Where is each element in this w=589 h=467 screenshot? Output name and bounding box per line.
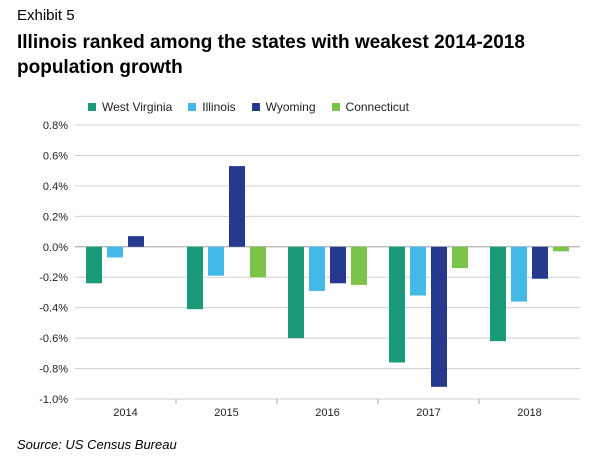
bar-connecticut-2015 [250, 246, 266, 278]
bar-west-virginia-2018 [490, 246, 506, 342]
x-tick-label: 2015 [214, 407, 238, 419]
x-tick-label: 2017 [416, 407, 440, 419]
legend-item-west-virginia: West Virginia [88, 100, 172, 114]
y-tick-label: 0.6% [43, 150, 68, 162]
legend-item-connecticut: Connecticut [331, 100, 409, 114]
bar-west-virginia-2016 [288, 246, 304, 339]
legend-swatch [88, 103, 96, 111]
bar-wyoming-2017 [431, 246, 447, 387]
legend-label: West Virginia [102, 100, 173, 114]
bar-wyoming-2015 [229, 166, 245, 247]
legend-label: Connecticut [345, 100, 409, 114]
legend-item-wyoming: Wyoming [251, 100, 316, 114]
bar-west-virginia-2014 [86, 246, 102, 284]
y-tick-label: 0.4% [43, 181, 68, 193]
bar-connecticut-2018 [553, 246, 569, 252]
exhibit-label: Exhibit 5 [17, 7, 75, 24]
y-tick-label: -0.4% [39, 303, 68, 315]
bar-west-virginia-2017 [389, 246, 405, 363]
x-tick-label: 2018 [517, 407, 541, 419]
x-tick-label: 2016 [315, 407, 339, 419]
x-tick-label: 2014 [113, 407, 137, 419]
legend-label: Wyoming [265, 100, 316, 114]
bar-illinois-2018 [511, 246, 527, 302]
bar-connecticut-2016 [351, 246, 367, 285]
y-tick-label: 0.2% [43, 211, 68, 223]
bar-wyoming-2016 [330, 246, 346, 284]
y-tick-label: 0.0% [43, 242, 68, 254]
y-tick-label: -0.2% [39, 272, 68, 284]
bar-illinois-2016 [309, 246, 325, 291]
y-tick-label: 0.8% [43, 120, 68, 132]
legend-item-illinois: Illinois [188, 100, 236, 114]
bar-illinois-2017 [410, 246, 426, 296]
bar-west-virginia-2015 [187, 246, 203, 310]
y-tick-label: -1.0% [39, 394, 68, 406]
chart-title: Illinois ranked among the states with we… [17, 32, 525, 78]
legend-swatch [251, 103, 260, 111]
bar-wyoming-2018 [532, 246, 548, 279]
bar-illinois-2014 [107, 246, 123, 258]
legend-swatch [188, 103, 197, 111]
legend-swatch [331, 103, 340, 111]
legend-label: Illinois [202, 100, 236, 114]
y-tick-label: -0.6% [39, 333, 68, 345]
source-note: Source: US Census Bureau [17, 437, 177, 452]
bar-wyoming-2014 [128, 236, 144, 247]
bar-connecticut-2017 [452, 246, 468, 269]
chart-legend: West Virginia Illinois Wyoming Connecticut [88, 100, 425, 114]
y-tick-label: -0.8% [39, 364, 68, 376]
bar-illinois-2015 [208, 246, 224, 276]
